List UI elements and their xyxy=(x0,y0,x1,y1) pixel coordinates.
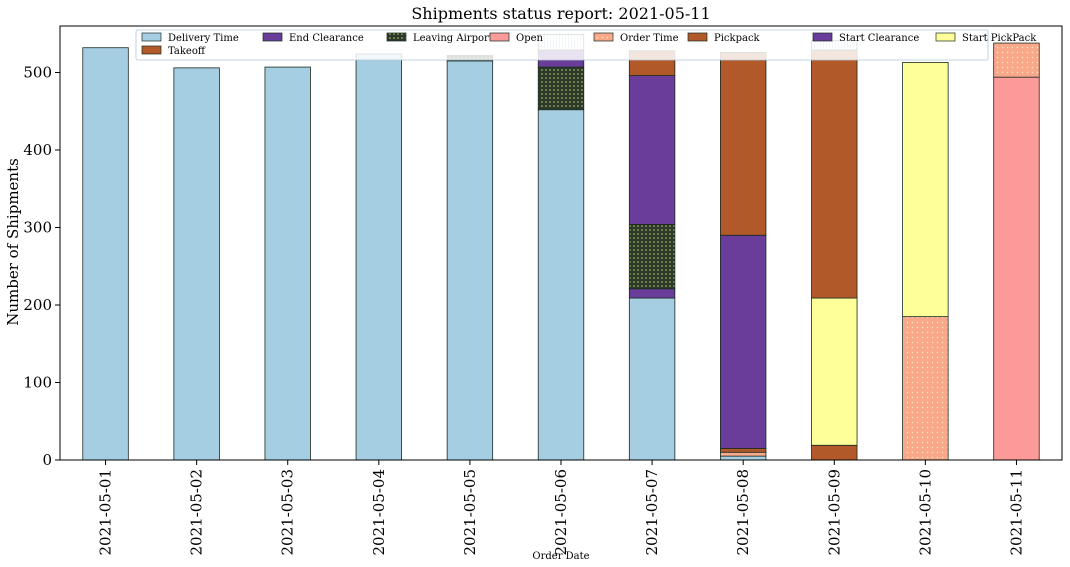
bar-segment-2021-05-11-s4 xyxy=(993,42,1040,78)
y-tick-label-200: 200 xyxy=(23,296,52,314)
x-tick-label-2021-05-04: 2021-05-04 xyxy=(370,469,388,555)
y-tick-label-0: 0 xyxy=(42,451,52,469)
bar-segment-2021-05-02-s0 xyxy=(173,67,220,461)
bar-segment-2021-05-07-s1 xyxy=(628,288,676,299)
legend-swatch-5 xyxy=(687,32,708,42)
bar-segment-2021-05-08-s0 xyxy=(720,455,767,461)
bar-segment-2021-05-07-s0 xyxy=(628,297,676,461)
bar-segment-2021-05-03-s0 xyxy=(264,66,311,461)
x-tick-label-2021-05-02: 2021-05-02 xyxy=(188,469,206,555)
bar-segment-2021-05-11-s3 xyxy=(993,76,1040,461)
legend-label-3: Open xyxy=(516,33,544,44)
y-tick-label-100: 100 xyxy=(23,374,52,392)
y-tick-label-300: 300 xyxy=(23,219,52,237)
bar-segment-2021-05-10-s7 xyxy=(902,62,949,318)
bar-segment-2021-05-08-s5 xyxy=(720,447,767,453)
bar-segment-2021-05-04-s0 xyxy=(355,53,402,461)
bar-segment-2021-05-01-s0 xyxy=(82,47,129,461)
legend-label-4: Order Time xyxy=(620,33,679,44)
bar-segment-2021-05-10-s4 xyxy=(902,316,949,461)
x-tick-label-2021-05-10: 2021-05-10 xyxy=(916,469,934,555)
x-tick-label-2021-05-11: 2021-05-11 xyxy=(1008,469,1026,555)
x-tick-label-2021-05-08: 2021-05-08 xyxy=(734,469,752,555)
bar-segment-2021-05-08-s4 xyxy=(720,451,767,457)
bar-segment-2021-05-08-s6 xyxy=(720,234,767,449)
legend: Delivery Time End Clearance Leaving Airpor… xyxy=(135,29,1037,61)
x-tick-label-2021-05-05: 2021-05-05 xyxy=(461,469,479,555)
x-tick-label-2021-05-09: 2021-05-09 xyxy=(825,469,843,555)
bar-layer xyxy=(82,34,1040,461)
legend-label-0: Delivery Time xyxy=(168,33,239,44)
bar-segment-2021-05-06-s2 xyxy=(537,66,585,111)
legend-label-5: Pickpack xyxy=(714,33,761,44)
legend-label-8: Takeoff xyxy=(168,46,206,57)
legend-swatch-7 xyxy=(935,32,956,42)
bar-segment-2021-05-09-s7 xyxy=(811,297,858,446)
legend-label-1: End Clearance xyxy=(289,33,364,44)
x-tick-label-2021-05-01: 2021-05-01 xyxy=(97,469,115,555)
legend-swatch-2 xyxy=(386,32,407,42)
plot-frame xyxy=(59,25,1063,461)
legend-swatch-4 xyxy=(593,32,614,42)
bar-segment-2021-05-07-s6 xyxy=(628,75,676,225)
legend-swatch-3 xyxy=(489,32,510,42)
legend-frame xyxy=(135,29,989,61)
bar-segment-2021-05-08-s8 xyxy=(720,51,767,236)
x-axis-label: Order Date xyxy=(532,551,589,562)
x-axis-ticks: 2021-05-01 2021-05-02 2021-05-03 2021-05-04… xyxy=(97,460,1026,555)
chart-title: Shipments status report: 2021-05-11 xyxy=(411,4,710,23)
y-tick-label-400: 400 xyxy=(23,141,52,159)
y-axis-label: Number of Shipments xyxy=(4,158,22,326)
bar-segment-2021-05-09-s5 xyxy=(811,444,858,461)
y-axis-ticks: 0 100 200 300 400 500 xyxy=(23,64,60,469)
x-tick-label-2021-05-07: 2021-05-07 xyxy=(643,469,661,555)
bar-segment-2021-05-07-s2 xyxy=(628,223,676,290)
y-tick-label-500: 500 xyxy=(23,64,52,82)
legend-label-6: Start Clearance xyxy=(839,33,919,44)
bar-segment-2021-05-06-s0 xyxy=(537,109,585,461)
bar-segment-2021-05-05-s0 xyxy=(446,60,494,461)
legend-label-2: Leaving Airport xyxy=(413,33,493,44)
legend-swatch-1 xyxy=(262,32,283,42)
legend-swatch-6 xyxy=(812,32,833,42)
x-tick-label-2021-05-03: 2021-05-03 xyxy=(279,469,297,555)
legend-label-7: Start PickPack xyxy=(962,33,1037,44)
legend-swatch-8 xyxy=(141,45,162,55)
bar-segment-2021-05-09-s8 xyxy=(811,49,858,299)
legend-swatch-0 xyxy=(141,32,162,42)
x-tick-label-2021-05-06: 2021-05-06 xyxy=(552,469,570,555)
